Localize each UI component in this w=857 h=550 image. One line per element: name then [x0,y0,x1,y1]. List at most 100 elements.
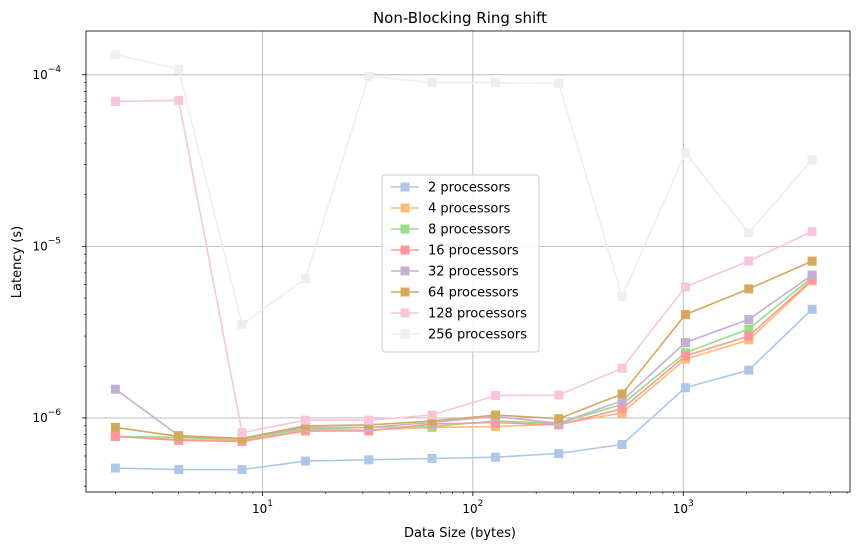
series-7 [110,95,817,438]
data-point [617,404,627,414]
legend-marker [400,182,410,192]
data-point [174,64,184,74]
data-point [427,78,437,88]
legend-marker [400,266,410,276]
data-point [807,256,817,266]
legend-entry-label: 16 processors [428,244,519,259]
data-point [364,420,374,430]
legend-marker [400,287,410,297]
data-point [554,449,564,459]
x-axis-label: Data Size (bytes) [404,526,516,541]
data-point [680,310,690,320]
legend-entry-label: 32 processors [428,265,519,280]
data-point [744,365,754,375]
legend-entry-label: 128 processors [428,307,527,322]
data-point [680,338,690,348]
y-tick-exponent: −6 [48,408,62,418]
data-point [237,428,247,438]
legend-marker [400,203,410,213]
series-line [115,260,813,440]
data-point [744,314,754,324]
series-line [115,279,813,443]
series-line [115,280,813,442]
data-point [110,422,120,432]
data-point [237,465,247,475]
legend-entry-label: 8 processors [428,223,511,238]
data-point [680,383,690,393]
data-point [617,439,627,449]
plot-frame [85,30,851,493]
data-point [680,282,690,292]
data-point [617,396,627,406]
legend: 2 processors 4 processors 8 processors 16 p… [381,174,540,353]
data-point [237,433,247,443]
x-tick-exponent: 1 [267,499,273,509]
data-point [174,465,184,475]
legend-entry-label: 4 processors [428,202,511,217]
data-point [490,452,500,462]
data-point [300,273,310,283]
data-point [300,456,310,466]
series-1 [110,304,817,475]
data-point [554,418,564,428]
data-point [364,455,374,465]
series-8 [110,50,817,330]
data-point [554,414,564,424]
legend-marker [400,308,410,318]
data-point [237,320,247,330]
legend-entry-label: 256 processors [428,328,527,343]
data-point [490,418,500,428]
x-tick-exponent: 3 [688,499,694,509]
data-point [744,324,754,334]
data-point [427,416,437,426]
y-axis-label: Latency (s) [10,226,25,298]
series-6 [110,256,817,443]
data-point [807,155,817,165]
legend-box [381,174,540,353]
legend-marker [400,245,410,255]
data-point [364,71,374,81]
data-point [744,331,754,341]
data-point [807,227,817,237]
data-point [807,275,817,285]
data-point [364,415,374,425]
data-point [807,270,817,280]
data-point [490,410,500,420]
y-tick-exponent: −4 [48,65,62,75]
legend-marker [400,224,410,234]
data-point [554,78,564,88]
chart-title: Non-Blocking Ring shift [373,9,547,27]
series-line [115,53,813,326]
data-point [807,304,817,314]
data-point [617,363,627,373]
data-point [110,431,120,441]
data-point [680,148,690,158]
data-point [744,256,754,266]
data-point [744,228,754,238]
data-point [490,78,500,88]
data-point [680,351,690,361]
series-line [115,308,813,471]
data-point [110,384,120,394]
data-point [427,454,437,464]
x-tick-exponent: 2 [478,499,484,509]
data-point [554,390,564,400]
series-layer [110,50,817,475]
legend-marker [400,329,410,339]
data-point [110,50,120,60]
data-point [427,410,437,420]
data-point [110,96,120,106]
data-point [300,421,310,431]
y-tick-exponent: −5 [48,236,61,246]
data-point [744,284,754,294]
data-point [490,391,500,401]
legend-entry-label: 2 processors [428,181,511,196]
data-point [617,389,627,399]
data-point [174,95,184,105]
legend-entry-label: 64 processors [428,286,519,301]
data-point [174,431,184,441]
data-point [617,292,627,302]
series-line [115,99,813,434]
data-point [110,463,120,473]
